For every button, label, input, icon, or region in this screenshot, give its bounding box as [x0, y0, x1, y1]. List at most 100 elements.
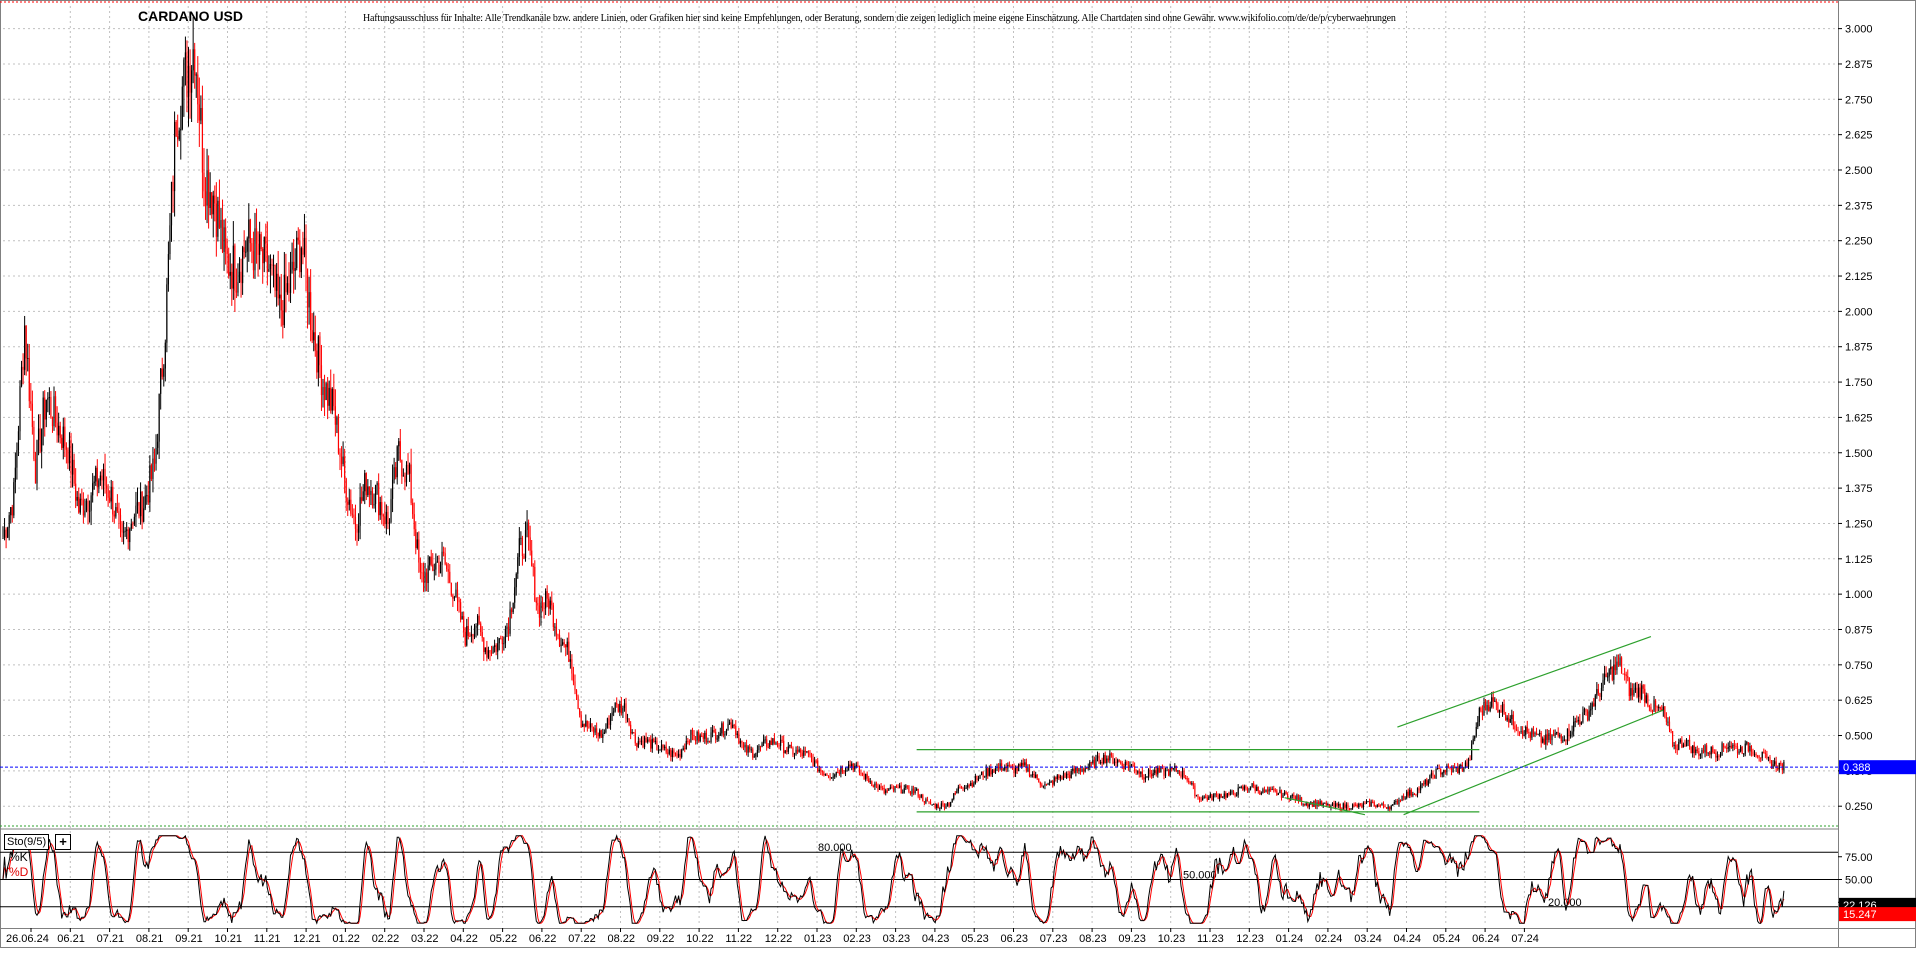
candle-body — [1075, 767, 1077, 773]
candle-body — [1186, 778, 1188, 781]
candle-body — [1528, 731, 1530, 733]
candle-body — [231, 271, 233, 289]
candle-body — [1222, 796, 1224, 798]
candle-body — [33, 427, 35, 460]
candle-body — [1673, 745, 1675, 747]
candle-body — [495, 645, 497, 652]
x-tick-label: 09.21 — [175, 933, 203, 945]
candle-body — [1262, 789, 1264, 794]
candle-body — [523, 555, 525, 559]
candle-body — [773, 738, 776, 744]
candle-body — [742, 743, 745, 748]
candle-body — [1062, 773, 1065, 780]
candle-body — [20, 366, 23, 387]
candle-body — [1424, 779, 1426, 785]
candle-body — [1228, 793, 1230, 795]
candle-body — [1024, 762, 1026, 766]
candle-body — [1112, 755, 1114, 764]
candle-body — [929, 801, 932, 805]
candle-body — [1429, 775, 1431, 781]
candle-body — [388, 522, 391, 524]
candle-body — [1319, 801, 1321, 806]
candle-body — [619, 703, 621, 712]
candle-body — [954, 793, 956, 795]
candle-body — [1522, 731, 1524, 736]
candle-body — [690, 729, 692, 742]
candle-body — [373, 504, 375, 506]
candle-body — [698, 731, 700, 742]
candle-body — [1181, 770, 1184, 777]
stochastic-indicator-label[interactable]: Sto(9/5) — [4, 834, 50, 850]
candle-body — [442, 551, 445, 554]
candle-body — [1645, 695, 1647, 703]
candle-body — [939, 808, 941, 810]
candle-body — [769, 740, 771, 748]
candle-body — [1560, 735, 1562, 741]
candle-body — [297, 237, 299, 241]
candle-body — [1359, 803, 1361, 805]
disclaimer-text: Haftungsausschluss für Inhalte: Alle Tre… — [363, 13, 1396, 24]
candle-body — [1619, 657, 1621, 666]
candle-body — [1195, 795, 1198, 797]
candle-body — [365, 473, 367, 496]
candle-body — [274, 265, 276, 291]
candle-body — [144, 495, 146, 509]
candle-body — [473, 627, 476, 637]
x-tick-label: 01.24 — [1276, 933, 1304, 945]
candle-body — [122, 531, 125, 533]
candle-body — [1659, 706, 1661, 709]
candle-body — [741, 740, 743, 744]
candle-body — [1038, 778, 1040, 783]
candle-body — [838, 772, 840, 775]
candle-body — [124, 530, 126, 532]
candle-body — [490, 652, 493, 654]
candle-body — [172, 181, 174, 192]
candle-body — [1780, 762, 1782, 765]
candle-body — [991, 770, 993, 775]
candle-body — [1532, 729, 1535, 735]
candle-body — [368, 486, 370, 495]
trendline — [1403, 709, 1664, 816]
candle-body — [951, 799, 953, 803]
candle-body — [801, 752, 803, 756]
candle-body — [44, 397, 46, 420]
candle-body — [1594, 695, 1596, 707]
candle-body — [1164, 770, 1167, 776]
candle-body — [755, 753, 757, 757]
candle-body — [634, 733, 636, 744]
candle-body — [662, 744, 664, 748]
add-indicator-button[interactable]: + — [55, 834, 71, 850]
candle-body — [1582, 712, 1584, 723]
candle-body — [1605, 673, 1607, 677]
candle-body — [694, 739, 697, 741]
candle-body — [456, 589, 459, 601]
candle-body — [521, 537, 524, 556]
candle-body — [1101, 762, 1103, 764]
candle-body — [265, 237, 267, 244]
candle-body — [398, 441, 400, 447]
candle-body — [1500, 709, 1502, 713]
candle-body — [761, 743, 763, 747]
candle-body — [1525, 726, 1527, 735]
candle-body — [79, 498, 81, 513]
candle-body — [1752, 751, 1754, 755]
y-tick-label: 2.375 — [1845, 200, 1873, 212]
candle-body — [656, 740, 658, 751]
candle-body — [823, 772, 825, 776]
candle-body — [235, 290, 238, 293]
candle-body — [503, 643, 505, 645]
candle-body — [942, 803, 944, 805]
candle-body — [1127, 765, 1130, 769]
candle-body — [211, 192, 213, 215]
candle-body — [242, 247, 244, 284]
candle-body — [146, 495, 148, 497]
candle-body — [1067, 773, 1069, 775]
candle-body — [1492, 697, 1494, 702]
y-tick-label: 2.125 — [1845, 271, 1873, 283]
candle-body — [654, 740, 656, 742]
candle-body — [450, 582, 452, 596]
candle-body — [67, 449, 69, 464]
candle-body — [30, 401, 32, 404]
candle-body — [186, 52, 188, 97]
